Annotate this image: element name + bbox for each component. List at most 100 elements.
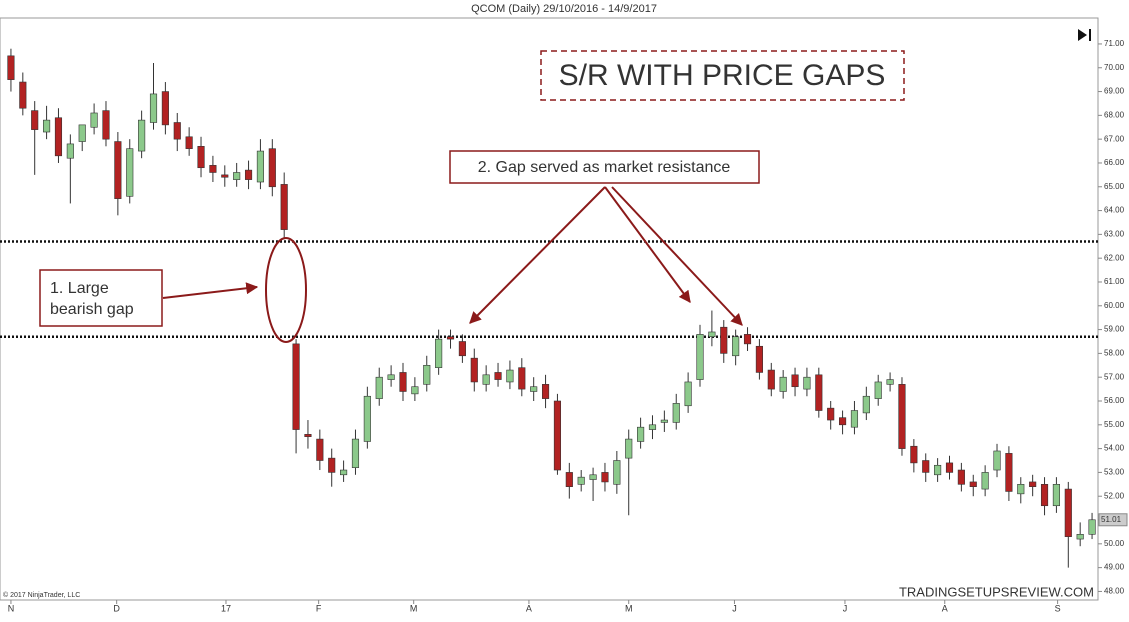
candle-body [280, 184, 288, 230]
arrow [469, 186, 606, 324]
candle-body [149, 93, 158, 123]
candle-body [910, 445, 918, 464]
arrow [162, 282, 259, 299]
candle-body [126, 148, 134, 197]
last-price-label: 51.01 [1101, 515, 1122, 524]
candle-body [969, 481, 977, 487]
plot: 48.0049.0050.0051.0052.0053.0054.0055.00… [0, 39, 1125, 613]
candle-body [351, 438, 360, 468]
candle-body [292, 343, 300, 430]
plot-frame [0, 17, 1099, 601]
annotation-box [39, 269, 163, 327]
y-tick-label: 61.00 [1104, 277, 1125, 286]
y-tick-label: 54.00 [1104, 444, 1125, 453]
y-tick-label: 59.00 [1104, 325, 1125, 334]
candle-body [304, 434, 312, 438]
candle-body [7, 55, 15, 80]
y-tick-label: 48.00 [1104, 587, 1125, 596]
candle-body [981, 472, 989, 490]
candle-body [411, 386, 419, 395]
x-tick-label: A [942, 603, 948, 613]
candle-body [102, 110, 110, 140]
candle-body [779, 376, 787, 392]
annotation: 1. Large [50, 280, 109, 297]
candle-body [922, 460, 930, 473]
candle-body [482, 374, 490, 385]
x-tick-label: M [410, 603, 418, 613]
candle-body [435, 338, 443, 368]
annotation-box [449, 150, 760, 184]
headline: S/R WITH PRICE GAPS [559, 59, 886, 92]
candle-body [601, 472, 609, 483]
candle-body [672, 403, 680, 423]
candle-body [518, 367, 526, 390]
candle-body [850, 410, 859, 428]
x-tick-label: S [1055, 603, 1061, 613]
candle-body [209, 165, 217, 173]
y-tick-label: 71.00 [1104, 39, 1125, 48]
annotation: 2. Gap served as market resistance [478, 159, 731, 176]
candle-body [197, 146, 205, 169]
candle-body [316, 438, 324, 461]
x-tick-label: A [526, 603, 532, 613]
candle-body [470, 357, 478, 383]
candle-body [945, 462, 954, 473]
candle-body [399, 372, 407, 392]
arrow [604, 186, 691, 303]
y-tick-label: 50.00 [1104, 539, 1125, 548]
candle-body [31, 110, 39, 130]
candle-body [328, 457, 336, 473]
candle-body [43, 119, 51, 133]
candle-body [660, 419, 668, 423]
last-price-box [1098, 513, 1128, 527]
y-tick-label: 67.00 [1104, 134, 1125, 143]
candle-body [506, 369, 514, 383]
candle-body [648, 424, 657, 430]
candle-body [244, 169, 253, 180]
copyright: © 2017 NinjaTrader, LLC [3, 591, 80, 599]
y-tick-label: 64.00 [1104, 206, 1125, 215]
y-tick-label: 68.00 [1104, 110, 1125, 119]
candle-body [423, 364, 431, 385]
candle-body [1040, 484, 1049, 507]
candle-body [494, 372, 502, 380]
scroll-end-icon[interactable] [1078, 29, 1091, 41]
candle-body [755, 345, 763, 373]
candle-body [708, 331, 716, 338]
y-tick-label: 56.00 [1104, 396, 1125, 405]
x-tick-label: J [732, 603, 737, 613]
candle-body [815, 374, 823, 411]
candle-body [874, 381, 882, 399]
candle-body [767, 369, 775, 390]
candle-body [161, 91, 169, 126]
candle-body [19, 81, 27, 109]
candle-body [458, 341, 466, 357]
candle-body [1052, 484, 1060, 507]
candle-body [375, 376, 383, 399]
chart-title: QCOM (Daily) 29/10/2016 - 14/9/2017 [471, 3, 657, 15]
y-tick-label: 57.00 [1104, 372, 1125, 381]
x-tick-label: 17 [221, 603, 231, 613]
y-tick-label: 58.00 [1104, 349, 1125, 358]
candle-body [1005, 453, 1013, 492]
y-tick-label: 62.00 [1104, 253, 1125, 262]
y-tick-label: 66.00 [1104, 158, 1125, 167]
annotation: bearish gap [50, 301, 134, 318]
candle-body [934, 464, 942, 476]
candle-body [791, 374, 799, 388]
candle-body [803, 376, 811, 390]
title-box [540, 50, 905, 101]
candle-body [993, 450, 1001, 471]
y-tick-label: 69.00 [1104, 87, 1125, 96]
candle-body [185, 136, 193, 149]
candle-body [957, 469, 965, 485]
candle-body [1064, 488, 1072, 537]
candle-body [114, 141, 122, 199]
arrow [611, 186, 743, 326]
watermark: TRADINGSETUPSREVIEW.COM [899, 584, 1094, 599]
y-tick-label: 70.00 [1104, 63, 1125, 72]
candle-body [577, 476, 585, 485]
y-tick-label: 53.00 [1104, 468, 1125, 477]
